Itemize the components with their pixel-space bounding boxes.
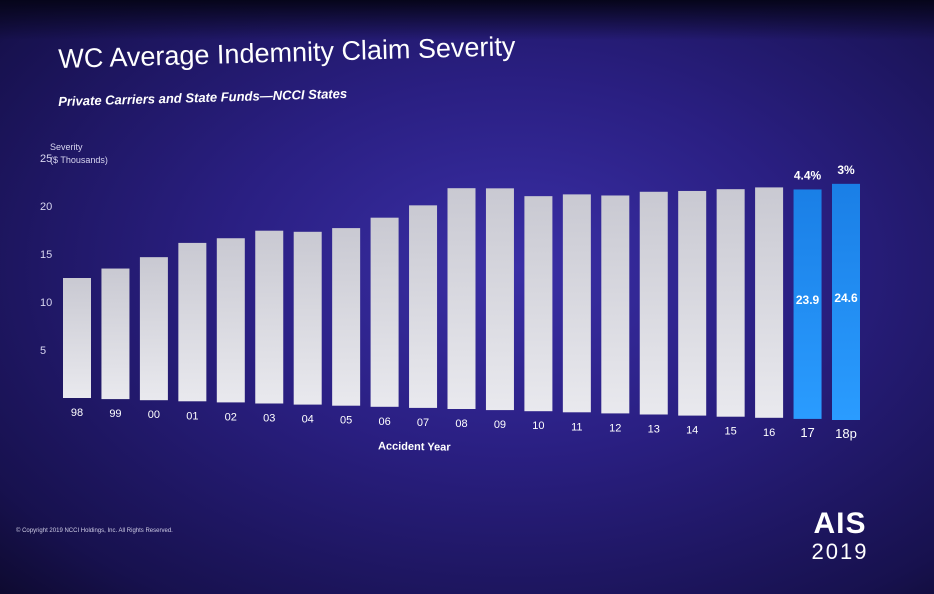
x-tick-label-08: 08	[455, 418, 467, 430]
x-tick-label-14: 14	[686, 425, 698, 437]
bar-14	[678, 190, 707, 416]
bar-15	[716, 189, 745, 417]
x-tick-label-02: 02	[225, 411, 237, 423]
bar-08	[447, 188, 476, 409]
y-axis-label: Severity ($ Thousands)	[50, 142, 108, 165]
x-axis-label: Accident Year	[377, 440, 451, 454]
copyright-notice: © Copyright 2019 NCCI Holdings, Inc. All…	[16, 528, 173, 534]
y-tick-label-20: 20	[40, 201, 52, 213]
x-tick-label-06: 06	[378, 416, 390, 428]
bar-18p	[832, 183, 860, 420]
data-label-value-18p: 24.6	[834, 291, 858, 305]
data-label-change-17: 4.4%	[794, 168, 822, 182]
x-tick-label-18p: 18p	[835, 426, 857, 441]
x-tick-label-10: 10	[532, 420, 544, 432]
y-tick-label-15: 15	[40, 249, 52, 261]
bar-07	[409, 205, 438, 408]
bar-16	[755, 187, 784, 418]
logo-year: 2019	[811, 539, 869, 564]
slide-top-edge	[0, 0, 934, 40]
x-tick-label-12: 12	[609, 422, 621, 434]
bar-03	[255, 230, 284, 404]
x-tick-label-05: 05	[340, 415, 352, 427]
bar-11	[562, 194, 591, 413]
y-tick-label-10: 10	[40, 297, 52, 309]
bar-09	[485, 188, 514, 411]
bar-17	[793, 189, 822, 419]
x-tick-label-03: 03	[263, 413, 275, 425]
x-tick-label-15: 15	[725, 426, 737, 438]
x-tick-label-16: 16	[763, 427, 775, 439]
x-tick-label-13: 13	[648, 424, 660, 436]
logo-name: AIS	[813, 507, 867, 540]
bar-13	[639, 191, 668, 415]
bar-00	[139, 257, 168, 401]
x-tick-label-09: 09	[494, 419, 506, 431]
x-tick-label-99: 99	[109, 408, 121, 420]
x-tick-label-00: 00	[148, 409, 160, 421]
ais-logo: AIS 2019	[800, 508, 880, 564]
bar-98	[63, 278, 91, 398]
x-tick-label-01: 01	[186, 410, 198, 422]
bar-99	[101, 268, 130, 400]
bar-12	[601, 195, 630, 414]
y-tick-label-5: 5	[40, 345, 46, 357]
bar-02	[216, 238, 245, 403]
x-tick-label-07: 07	[417, 417, 429, 429]
x-tick-label-17: 17	[800, 425, 814, 440]
data-label-change-18p: 3%	[837, 163, 855, 177]
y-tick-label-25: 25	[40, 153, 52, 165]
x-tick-label-98: 98	[71, 407, 83, 419]
bar-04	[293, 231, 322, 405]
bar-05	[332, 228, 361, 406]
bar-06	[370, 217, 399, 407]
bar-01	[178, 242, 207, 402]
x-tick-label-04: 04	[302, 414, 314, 426]
data-label-value-17: 23.9	[796, 293, 820, 307]
bar-10	[524, 196, 553, 412]
x-tick-label-11: 11	[571, 421, 582, 433]
